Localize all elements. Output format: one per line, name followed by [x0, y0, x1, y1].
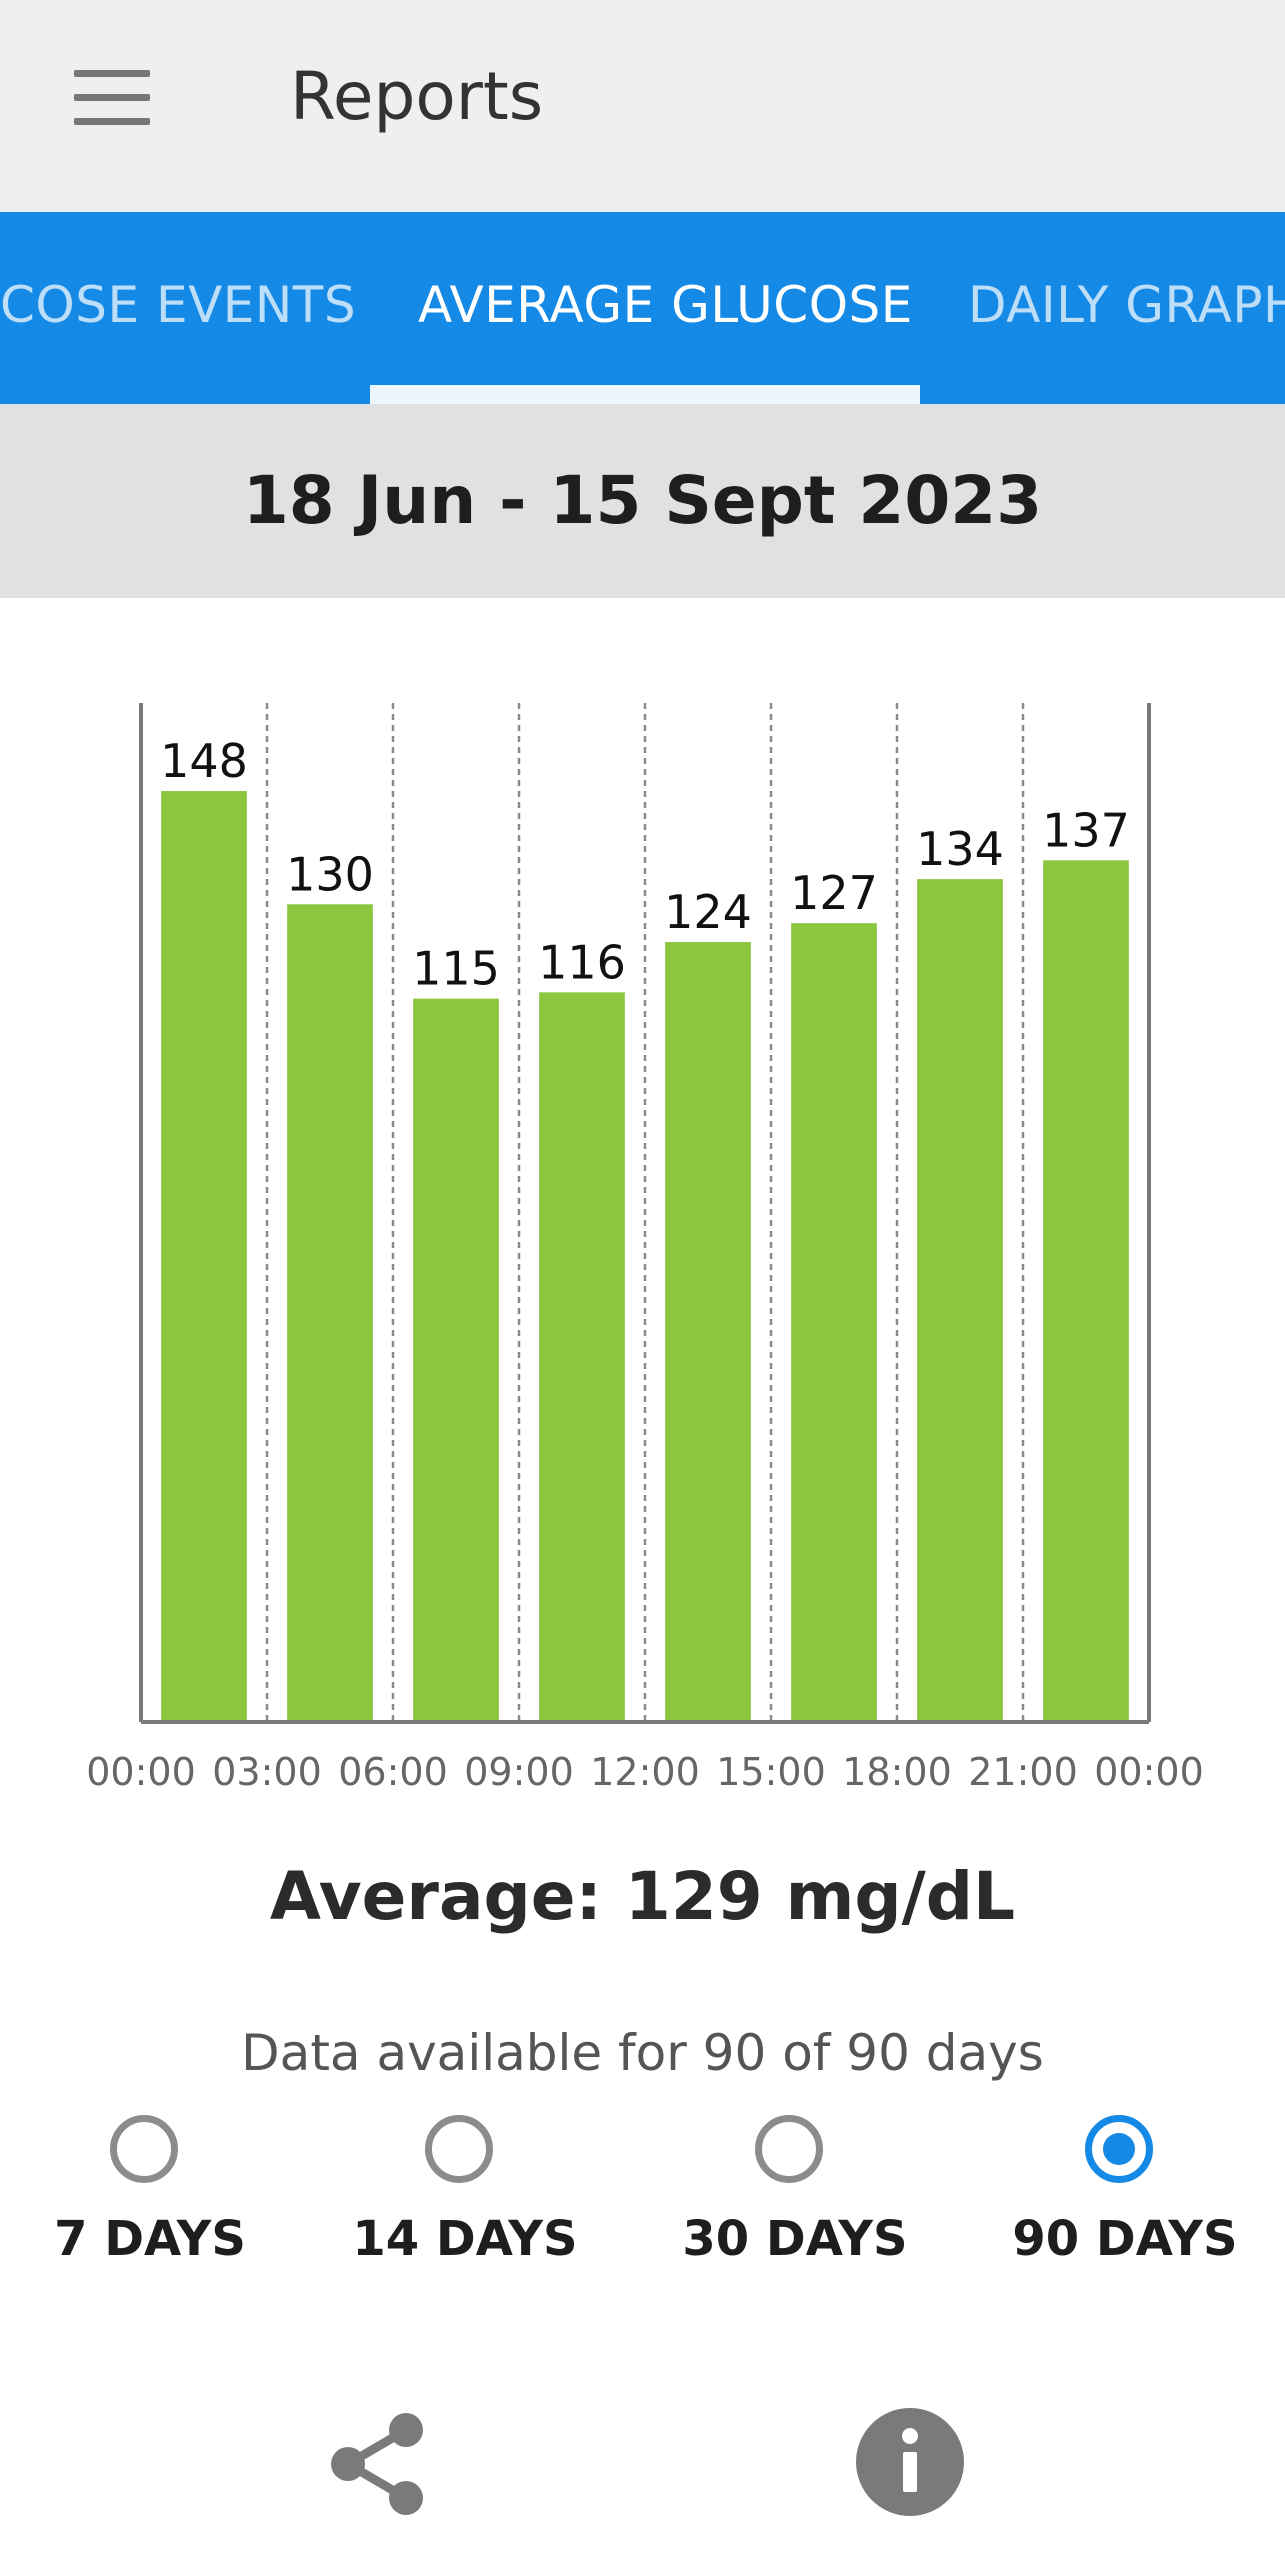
- info-icon[interactable]: [850, 2400, 970, 2520]
- chart-value-label: 130: [286, 847, 374, 901]
- chart-bar: [917, 879, 1003, 1722]
- chart-bar: [413, 998, 499, 1722]
- range-option-90-days[interactable]: 90 DAYS: [995, 2115, 1255, 2295]
- chart-bar: [539, 992, 625, 1722]
- tab-glucose-events[interactable]: COSE EVENTS: [0, 276, 357, 334]
- chart-bar: [287, 904, 373, 1722]
- chart-value-label: 137: [1042, 803, 1130, 857]
- chart-x-tick-label: 12:00: [590, 1750, 700, 1794]
- average-glucose-chart: 148 130 115 116 124 127 134 137 00:00 03:00 06:00 0…: [86, 703, 1204, 1794]
- chart-bar: [791, 923, 877, 1722]
- chart-x-tick-label: 00:00: [1094, 1750, 1204, 1794]
- active-tab-indicator: [370, 385, 920, 404]
- tab-daily-graph[interactable]: DAILY GRAPH: [968, 276, 1285, 334]
- range-label: 7 DAYS: [54, 2211, 246, 2267]
- chart-x-tick-label: 09:00: [464, 1750, 574, 1794]
- chart-bar: [161, 791, 247, 1722]
- share-icon[interactable]: [318, 2400, 438, 2520]
- range-label: 90 DAYS: [1012, 2211, 1238, 2267]
- range-label: 30 DAYS: [682, 2211, 908, 2267]
- chart-x-tick-label: 03:00: [212, 1750, 322, 1794]
- menu-icon[interactable]: [72, 70, 152, 126]
- radio-30-days[interactable]: [755, 2115, 823, 2183]
- chart-value-label: 127: [790, 866, 878, 920]
- average-value: Average: 129 mg/dL: [269, 1858, 1016, 1935]
- radio-7-days[interactable]: [110, 2115, 178, 2183]
- chart-x-tick-label: 00:00: [86, 1750, 196, 1794]
- tab-bar: COSE EVENTS AVERAGE GLUCOSE DAILY GRAPH: [0, 212, 1285, 404]
- chart-x-tick-label: 15:00: [716, 1750, 826, 1794]
- chart-value-label: 116: [538, 935, 626, 989]
- chart-value-label: 148: [160, 734, 248, 788]
- date-range: 18 Jun - 15 Sept 2023: [0, 404, 1285, 598]
- chart-x-tick-label: 21:00: [968, 1750, 1078, 1794]
- page-title: Reports: [290, 58, 544, 135]
- radio-14-days[interactable]: [425, 2115, 493, 2183]
- chart-value-label: 124: [664, 885, 752, 939]
- range-option-30-days[interactable]: 30 DAYS: [665, 2115, 925, 2295]
- app-bar: Reports: [0, 0, 1285, 212]
- chart-x-tick-label: 18:00: [842, 1750, 952, 1794]
- radio-90-days[interactable]: [1085, 2115, 1153, 2183]
- chart-value-label: 134: [916, 822, 1004, 876]
- range-option-14-days[interactable]: 14 DAYS: [335, 2115, 595, 2295]
- range-option-7-days[interactable]: 7 DAYS: [20, 2115, 280, 2295]
- tab-average-glucose[interactable]: AVERAGE GLUCOSE: [418, 276, 913, 334]
- data-availability: Data available for 90 of 90 days: [241, 2024, 1044, 2082]
- chart-bar: [1043, 860, 1129, 1722]
- chart-x-tick-label: 06:00: [338, 1750, 448, 1794]
- chart-bar: [665, 942, 751, 1722]
- chart-value-label: 115: [412, 942, 500, 996]
- range-label: 14 DAYS: [352, 2211, 578, 2267]
